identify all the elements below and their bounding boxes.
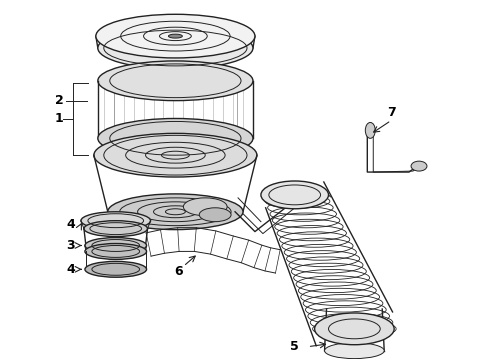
Ellipse shape (199, 208, 231, 222)
Ellipse shape (85, 243, 147, 260)
Ellipse shape (183, 198, 227, 216)
Ellipse shape (108, 194, 243, 230)
Ellipse shape (411, 161, 427, 171)
Text: 2: 2 (55, 94, 63, 107)
Text: 6: 6 (174, 265, 183, 278)
Ellipse shape (81, 212, 150, 230)
Ellipse shape (366, 122, 375, 138)
Text: 1: 1 (55, 112, 63, 126)
Ellipse shape (98, 61, 253, 100)
Text: 7: 7 (387, 106, 395, 119)
Ellipse shape (98, 118, 253, 158)
Ellipse shape (169, 34, 182, 38)
Ellipse shape (85, 238, 147, 253)
Ellipse shape (324, 343, 384, 359)
Ellipse shape (261, 181, 328, 209)
Ellipse shape (315, 313, 394, 345)
Ellipse shape (94, 133, 257, 177)
Text: 3: 3 (67, 239, 75, 252)
Ellipse shape (96, 14, 255, 58)
Ellipse shape (85, 261, 147, 277)
Ellipse shape (98, 27, 253, 69)
Text: 4: 4 (67, 218, 75, 231)
Text: 5: 5 (291, 340, 299, 353)
Ellipse shape (84, 221, 147, 237)
Text: 4: 4 (67, 263, 75, 276)
